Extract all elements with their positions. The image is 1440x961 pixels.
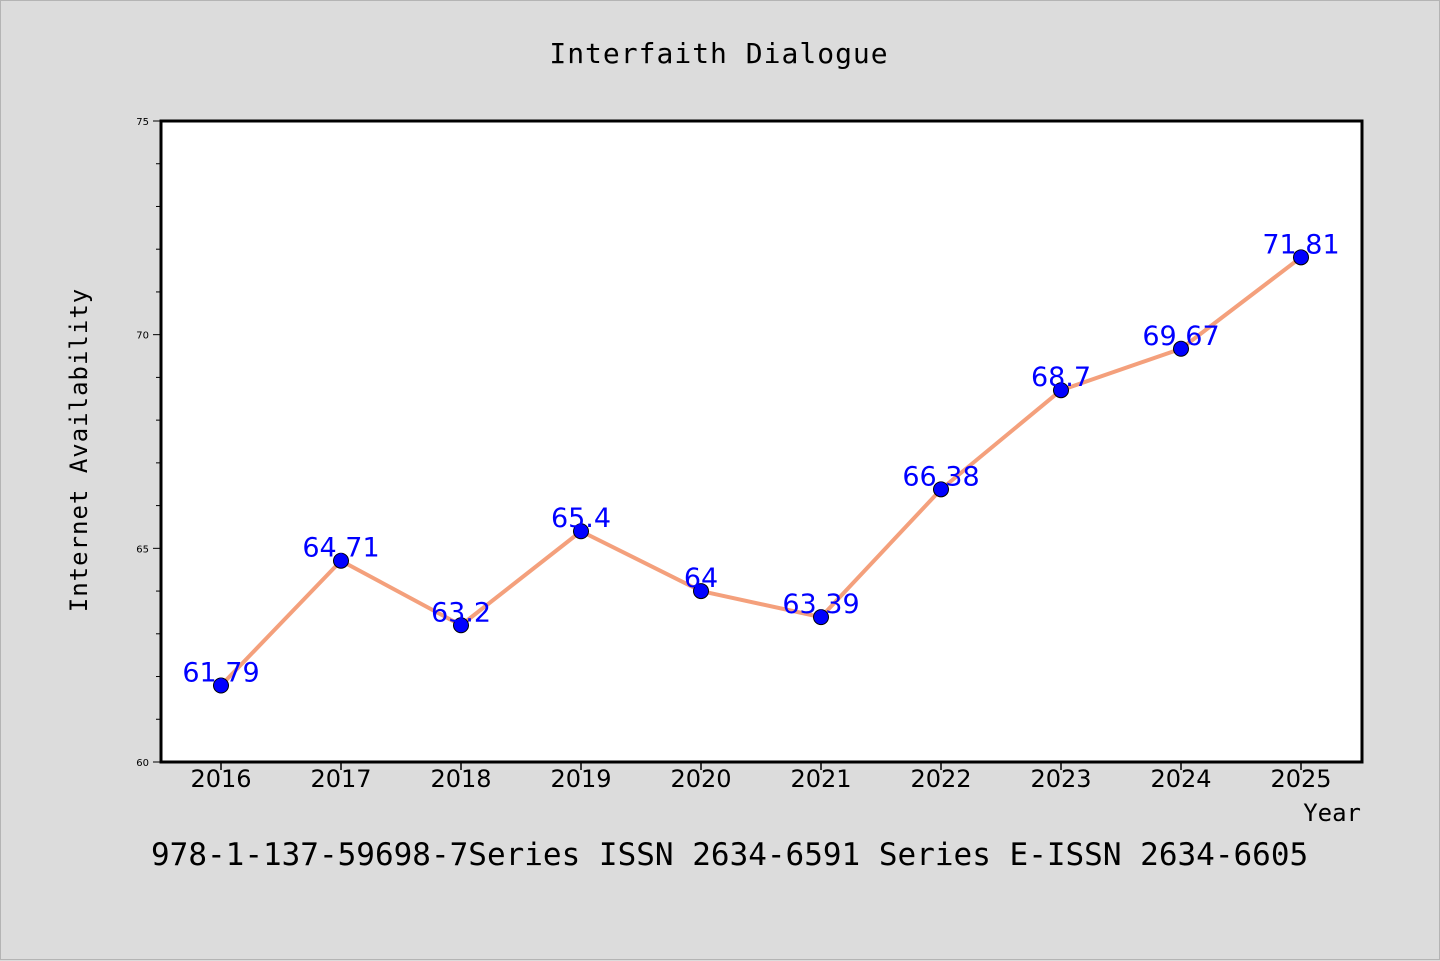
x-tick-label: 2022 [910,765,971,793]
data-label: 68.7 [1031,362,1091,393]
data-label: 64.71 [302,533,379,564]
x-tick-label: 2018 [430,765,491,793]
data-label: 71.81 [1262,229,1339,260]
y-axis-label: Internet Availability [65,288,93,612]
x-tick-label: 2024 [1150,765,1211,793]
data-label: 66.38 [902,461,979,492]
x-tick-label: 2021 [790,765,851,793]
y-axis-ticks: 60 65 70 75 [136,117,161,769]
data-label: 64 [684,563,718,594]
data-point [333,552,349,569]
x-tick-label: 2017 [310,765,371,793]
plot-frame [159,119,1364,764]
y-tick-label: 70 [136,331,149,342]
data-label: 61.79 [182,658,259,689]
plot-area [161,121,1362,762]
footer-isbn-text: 978-1-137-59698-7Series ISSN 2634-6591 S… [151,837,1308,873]
data-label: 65.4 [551,503,611,534]
x-tick-label: 2019 [550,765,611,793]
data-point [213,677,229,694]
x-axis-ticks: 2016 2017 2018 2019 2020 2021 2022 2023 2024 2025 [190,762,1332,793]
y-tick-label: 75 [136,117,149,128]
series-line [219,255,1303,688]
data-point [1053,382,1069,399]
data-label: 63.39 [782,589,859,620]
data-point [933,481,949,498]
data-point [693,583,709,600]
data-point [1293,249,1309,266]
x-tick-label: 2023 [1030,765,1091,793]
data-label: 63.2 [431,597,491,628]
x-tick-label: 2020 [670,765,731,793]
data-point [1173,340,1189,357]
x-tick-label: 2025 [1270,765,1331,793]
y-tick-label: 65 [136,544,149,555]
data-point [573,523,589,540]
chart-title: Interfaith Dialogue [549,37,888,70]
x-tick-label: 2016 [190,765,251,793]
x-axis-label: Year [1303,799,1361,827]
data-point [453,617,469,634]
y-tick-label: 60 [136,758,149,769]
data-point [813,609,829,626]
series-markers [213,249,1309,694]
data-label: 69.67 [1142,321,1219,352]
data-labels: 61.79 64.71 63.2 65.4 64 63.39 66.38 68.7 69.67 7… [182,229,1339,688]
